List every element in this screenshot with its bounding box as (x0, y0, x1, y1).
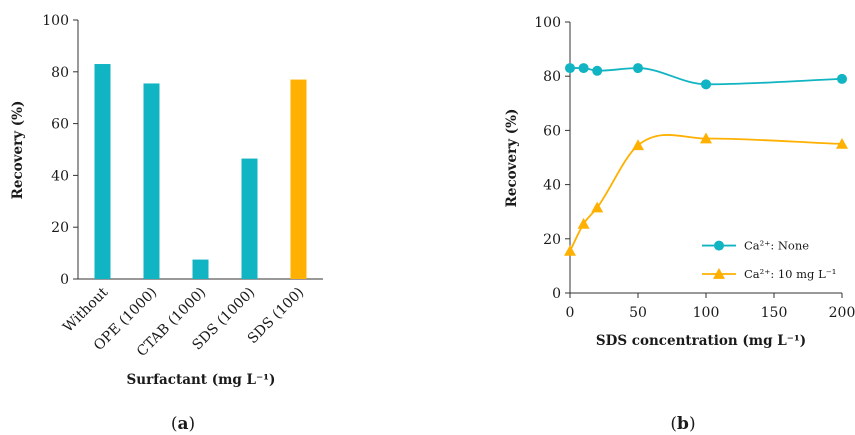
panel-b-data-point (591, 201, 604, 213)
panel-b-x-tick-label: 100 (693, 305, 720, 321)
panel-b-letter: b (677, 414, 689, 434)
panel-a-y-tick-labels: 0 20 40 60 80 100 (42, 13, 69, 288)
panel-b-y-tick-label: 0 (552, 286, 561, 302)
panel-a-y-tick-label: 80 (51, 65, 69, 81)
panel-a-x-tick-label: Without (60, 284, 111, 335)
panel-b-data-point (836, 137, 848, 149)
panel-b-data-point (837, 73, 847, 84)
panel-b-x-tick-label: 150 (761, 305, 788, 321)
panel-b-legend-marker (714, 240, 724, 251)
panel-a-label: (a) (171, 414, 195, 434)
panel-b-data-point (592, 65, 603, 76)
panel-a-y-axis-label: Recovery (%) (10, 101, 26, 200)
panel-b-legend-label: Ca²⁺: None (744, 239, 809, 253)
panel-b-x-tick-label: 0 (566, 305, 575, 321)
panel-b-data-point (578, 63, 589, 74)
panel-b-y-tick-label: 20 (543, 232, 561, 248)
panel-a-y-tick-label: 20 (51, 220, 69, 236)
panel-a-letter: a (177, 414, 188, 434)
panel-a-bars (94, 64, 307, 279)
panel-b-y-tick-label: 40 (543, 178, 561, 194)
panel-b-axes (565, 21, 843, 298)
panel-b-x-tick-labels: 0 50 100 150 200 (566, 305, 855, 321)
panel-b-y-tick-labels: 0 20 40 60 80 100 (534, 15, 561, 302)
panel-a-y-tick-label: 100 (42, 13, 69, 29)
panel-b-data-point (632, 139, 644, 151)
panel-b-x-tick-label: 50 (629, 305, 647, 321)
panel-b-x-axis-label: SDS concentration (mg L⁻¹) (596, 333, 806, 349)
panel-b-x-tick-label: 200 (829, 305, 855, 321)
panel-a-x-axis-label: Surfactant (mg L⁻¹) (127, 372, 276, 388)
panel-b-y-tick-label: 100 (534, 15, 561, 31)
panel-a-y-tick-label: 60 (51, 117, 69, 133)
panel-b-series (564, 63, 848, 256)
panel-b-y-axis-label: Recovery (%) (504, 109, 520, 208)
panel-a-bar (94, 64, 111, 279)
panel-b-legend: Ca²⁺: None Ca²⁺: 10 mg L⁻¹ (702, 239, 836, 281)
panel-b-legend-marker (713, 268, 725, 279)
panel-b-series-line (569, 133, 843, 252)
panel-a-bar (143, 83, 160, 279)
panel-b-legend-label: Ca²⁺: 10 mg L⁻¹ (744, 267, 836, 281)
panel-b-data-point (700, 132, 712, 144)
panel-b-y-tick-label: 60 (543, 123, 561, 139)
panel-a-y-tick-label: 40 (51, 168, 69, 184)
panel-a-bar (241, 158, 258, 279)
panel-b-data-point (565, 63, 575, 74)
panel-b-y-tick-label: 80 (543, 69, 561, 85)
panel-a-bar (192, 259, 209, 279)
panel-a-bar (290, 79, 307, 279)
panel-a-y-tick-label: 0 (60, 272, 69, 288)
panel-b-data-point (577, 217, 590, 229)
panel-b-data-point (633, 63, 643, 74)
panel-b-data-point (564, 244, 576, 256)
panel-b-label: (b) (670, 414, 695, 434)
panel-b-data-point (701, 79, 711, 90)
